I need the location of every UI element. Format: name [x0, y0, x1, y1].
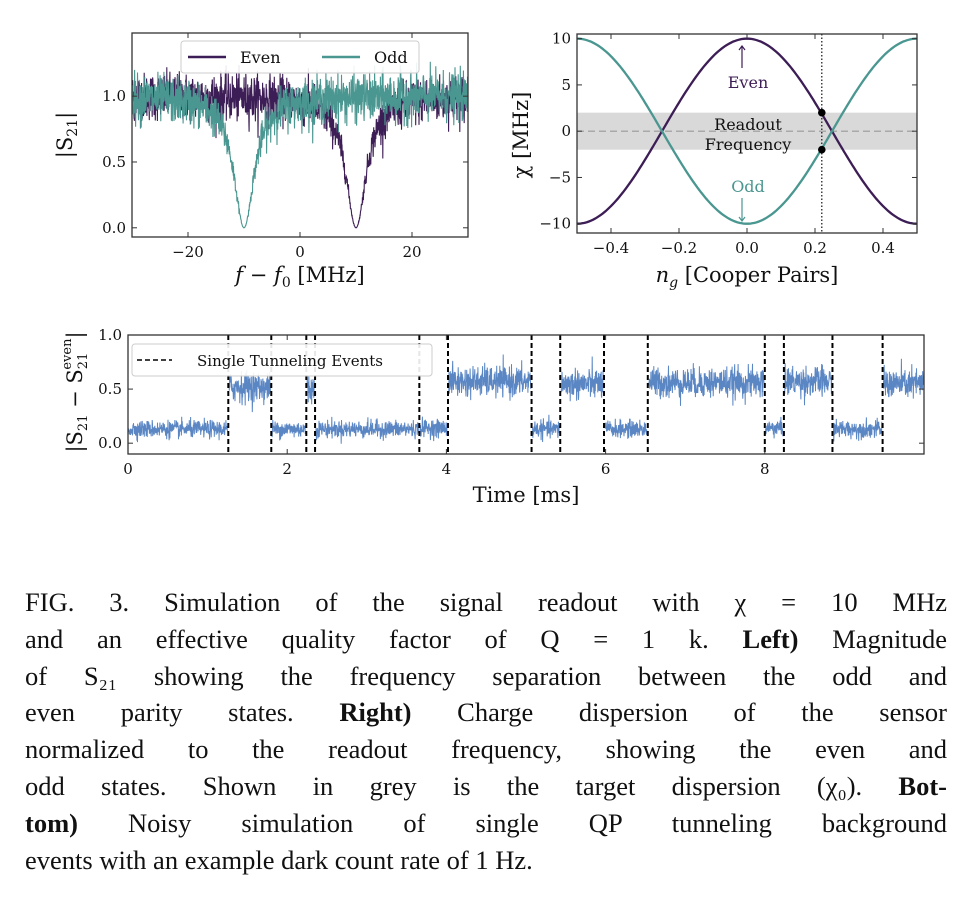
caption-line: odd states. Shown in grey is the target … — [25, 768, 947, 805]
signal-segment — [271, 419, 306, 441]
signal-segment — [648, 363, 765, 406]
even-annotation: Even — [728, 73, 769, 92]
left-legend: Even Odd — [180, 40, 420, 74]
caption-line: and an effective quality factor of Q = 1… — [25, 621, 947, 658]
left-ylabel: |S21| — [53, 112, 81, 158]
caption-text: of S₂₁ showing the frequency separation … — [25, 660, 947, 691]
caption-line: normalized to the readout frequency, sho… — [25, 731, 947, 768]
y-tick-label: 0.5 — [98, 380, 122, 398]
x-tick-label: 0 — [295, 243, 305, 261]
y-tick-label: 0.0 — [102, 219, 126, 237]
caption-text: Charge dispersion of the sensor — [411, 697, 947, 728]
bottom-panel-time-trace: 0 2 4 6 8 0.0 0.5 1.0 Single Tunneling Events T… — [60, 326, 925, 507]
signal-segment — [315, 416, 419, 444]
y-tick-label: 10 — [552, 30, 571, 48]
caption-bold-label: Right) — [339, 697, 412, 728]
signal-segment — [531, 414, 560, 443]
caption-line: even parity states. Right) Charge disper… — [25, 694, 947, 731]
caption-text: FIG. 3. Simulation of the signal readout… — [25, 587, 947, 617]
signal-segment — [128, 416, 228, 443]
right-ylabel: χ [MHz] — [509, 92, 533, 179]
odd-annotation: Odd — [731, 177, 765, 196]
x-tick-label: 2 — [282, 460, 292, 478]
caption-text: even parity states. — [25, 697, 340, 728]
signal-segment — [306, 376, 315, 405]
caption-text: Magnitude — [798, 623, 948, 654]
signal-segment — [419, 416, 448, 442]
band-label-frequency: Frequency — [705, 135, 792, 154]
signal-segment — [228, 369, 271, 413]
figure: −20 0 200.00.51.0 Even Odd f − f0 [MHz] |S… — [53, 30, 925, 507]
legend-odd-label: Odd — [374, 48, 408, 67]
y-tick-label: 0.0 — [98, 434, 122, 452]
caption-line: of S₂₁ showing the frequency separation … — [25, 658, 947, 695]
odd-arrow-icon — [738, 198, 746, 222]
caption-text: events with an example dark count rate o… — [25, 844, 533, 875]
y-tick-label: 5 — [561, 76, 571, 94]
y-tick-label: 0.5 — [102, 153, 126, 171]
y-tick-label: 1.0 — [102, 87, 126, 105]
caption-text: odd states. Shown in grey is the target … — [25, 770, 899, 801]
left-panel-s21: −20 0 20 0.0 0.5 1.0 Even Odd f − f0 [MHz] |S… — [53, 32, 469, 291]
x-tick-label: −0.4 — [593, 239, 629, 257]
legend-tunneling-label: Single Tunneling Events — [197, 352, 383, 370]
x-tick-label: 8 — [760, 460, 770, 478]
caption-line: tom) Noisy simulation of single QP tunne… — [25, 805, 947, 842]
signal-segment — [784, 363, 833, 406]
x-tick-label: −0.2 — [661, 239, 697, 257]
y-tick-label: 0 — [561, 122, 571, 140]
right-panel-dispersion: −0.4 −0.2 0.0 0.2 0.4 −10 −5 0 5 10 Readout Frequ… — [509, 30, 918, 291]
caption-line: FIG. 3. Simulation of the signal readout… — [25, 584, 947, 621]
x-tick-label: 0.2 — [803, 239, 827, 257]
caption-bold-label: Bot- — [898, 770, 947, 801]
caption-bold-label: Left) — [742, 623, 799, 654]
bottom-plot-frame — [127, 334, 925, 455]
series-odd-curve — [577, 37, 917, 225]
signal-segment — [560, 356, 604, 402]
x-tick-label: 4 — [442, 460, 452, 478]
signal-segment — [604, 418, 648, 439]
even-arrow-icon — [738, 45, 746, 68]
right-xlabel: ng [Cooper Pairs] — [656, 263, 839, 291]
x-tick-label: 0 — [123, 460, 133, 478]
operating-point-dot — [818, 145, 826, 154]
caption-text: normalized to the readout frequency, sho… — [25, 734, 947, 765]
y-tick-label: −10 — [539, 215, 571, 233]
signal-segment — [882, 358, 924, 399]
band-label-readout: Readout — [714, 115, 782, 134]
caption-text: Noisy simulation of single QP tunneling … — [77, 807, 947, 838]
bottom-xlabel: Time [ms] — [473, 483, 580, 507]
signal-segment — [832, 417, 883, 442]
signal-segment — [448, 354, 532, 401]
bottom-ylabel: |S21 − S21even| — [60, 331, 91, 452]
left-xlabel: f − f0 [MHz] — [233, 263, 364, 291]
operating-point-dot — [818, 108, 826, 117]
bottom-legend: Single Tunneling Events — [131, 343, 433, 377]
y-tick-label: −5 — [549, 168, 571, 186]
series-odd-trace — [132, 61, 468, 229]
y-tick-label: 1.0 — [98, 326, 122, 344]
legend-even-label: Even — [240, 48, 281, 67]
x-tick-label: −20 — [172, 243, 204, 261]
x-tick-label: 0.4 — [871, 239, 895, 257]
x-tick-label: 0.0 — [735, 239, 759, 257]
caption-line: events with an example dark count rate o… — [25, 842, 947, 879]
figure-caption: FIG. 3. Simulation of the signal readout… — [25, 584, 947, 878]
x-tick-label: 6 — [601, 460, 611, 478]
x-tick-label: 20 — [402, 243, 421, 261]
caption-text: and an effective quality factor of Q = 1… — [25, 623, 743, 654]
signal-segment — [765, 416, 784, 439]
caption-bold-label: tom) — [25, 807, 78, 838]
